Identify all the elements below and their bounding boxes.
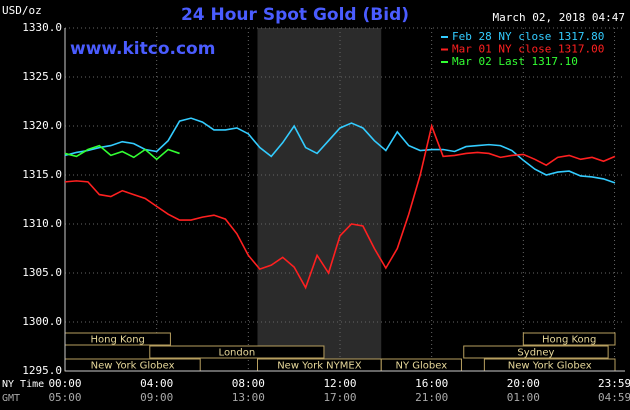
session-box [149, 345, 325, 359]
y-tick-label: 1300.0 [22, 315, 62, 328]
y-tick-label: 1320.0 [22, 119, 62, 132]
gmt-tick-label: 01:00 [507, 391, 540, 404]
gmt-tick-label: 05:00 [48, 391, 81, 404]
timestamp: March 02, 2018 04:47 [493, 11, 625, 24]
y-tick-label: 1305.0 [22, 266, 62, 279]
session-label: New York NYMEX [277, 361, 362, 372]
legend-label: Mar 01 NY close 1317.00 [452, 43, 604, 56]
chart-title: 24 Hour Spot Gold (Bid) [181, 5, 409, 25]
y-tick-label: 1325.0 [22, 70, 62, 83]
gmt-tick-label: 21:00 [415, 391, 448, 404]
gmt-tick-label: 13:00 [232, 391, 265, 404]
x-tick-label: 12:00 [323, 377, 356, 390]
site-label: www.kitco.com [70, 39, 215, 59]
legend-label: Feb 28 NY close 1317.80 [452, 30, 604, 43]
session-box [522, 332, 616, 346]
x-tick-label: 00:00 [48, 377, 81, 390]
x-tick-label: 16:00 [415, 377, 448, 390]
x-row-label: GMT [2, 393, 20, 404]
y-tick-label: 1295.0 [22, 364, 62, 377]
legend-label: Mar 02 Last 1317.10 [452, 55, 578, 68]
session-shade [257, 28, 382, 371]
gmt-tick-label: 09:00 [140, 391, 173, 404]
y-tick-label: 1330.0 [22, 21, 62, 34]
gmt-tick-label: 17:00 [323, 391, 356, 404]
y-tick-label: 1315.0 [22, 168, 62, 181]
x-tick-label: 04:00 [140, 377, 173, 390]
y-tick-label: 1310.0 [22, 217, 62, 230]
session-label: New York Globex [91, 361, 175, 372]
series-line [64, 144, 180, 161]
x-row-label: NY Time [2, 379, 44, 390]
session-label: London [219, 348, 256, 359]
series-line [64, 117, 616, 184]
session-label: Sydney [517, 348, 554, 359]
gmt-tick-label: 04:59 [598, 391, 630, 404]
session-label: NY Globex [396, 361, 448, 372]
session-label: Hong Kong [542, 335, 596, 346]
session-label: New York Globex [508, 361, 592, 372]
session-label: Hong Kong [91, 335, 145, 346]
x-tick-label: 08:00 [232, 377, 265, 390]
x-tick-label: 23:59 [598, 377, 630, 390]
x-tick-label: 20:00 [507, 377, 540, 390]
session-box [463, 345, 609, 359]
series-line [64, 123, 616, 290]
y-unit: USD/oz [2, 4, 42, 17]
